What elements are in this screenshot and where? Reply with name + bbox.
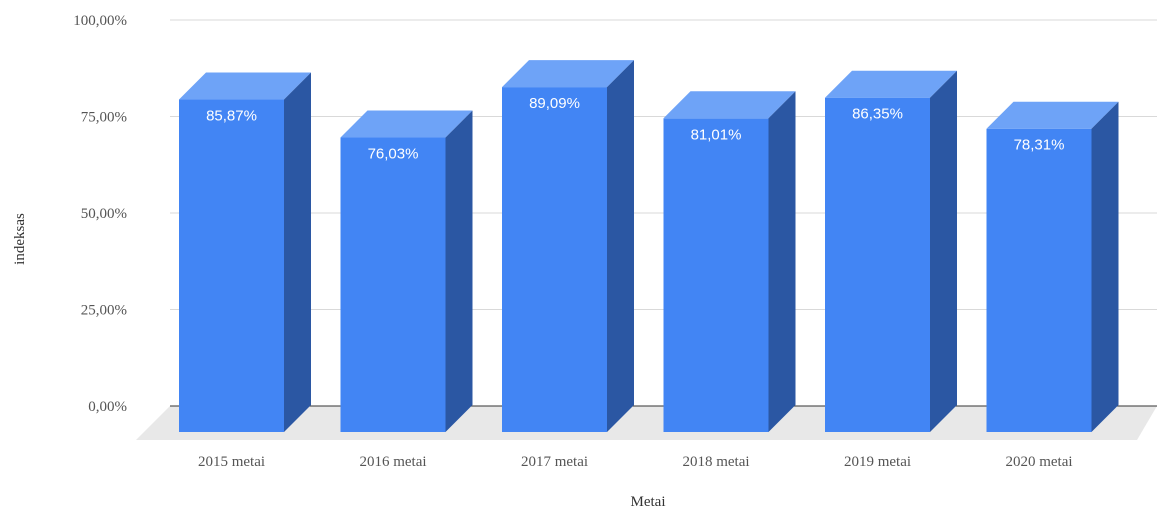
x-axis-tick-labels: 2015 metai 2016 metai 2017 metai 2018 metai… (198, 454, 1073, 470)
bar-series: 85,87% 76,03% 89,09% 81,01% 86,35% 78,31% (179, 60, 1119, 433)
y-axis-title: indeksas (12, 213, 28, 265)
bar: 89,09% (502, 60, 634, 432)
data-label: 85,87% (206, 108, 257, 125)
bar: 78,31% (986, 101, 1119, 433)
bar-side (1091, 101, 1119, 433)
x-tick-label: 2017 metai (521, 454, 588, 470)
x-tick-label: 2016 metai (359, 454, 426, 470)
data-label: 76,03% (368, 146, 419, 163)
bar-side (607, 60, 634, 432)
y-tick-label: 0,00% (88, 399, 127, 415)
bar-side (930, 70, 957, 433)
bar-top (340, 110, 473, 138)
y-axis-ticks: 0,00% 25,00% 50,00% 75,00% 100,00% (73, 13, 127, 415)
x-axis-title: Metai (631, 494, 666, 510)
bar-front (179, 99, 284, 432)
data-label: 86,35% (852, 106, 903, 123)
data-label: 78,31% (1014, 137, 1065, 154)
x-tick-label: 2020 metai (1005, 454, 1072, 470)
bar-side (284, 72, 311, 432)
y-tick-label: 25,00% (81, 303, 127, 319)
bar-top (502, 60, 634, 88)
bar-top (179, 72, 311, 100)
bar-side (445, 110, 473, 432)
bar-side (768, 91, 796, 433)
x-tick-label: 2018 metai (682, 454, 749, 470)
bar-front (340, 137, 446, 432)
y-tick-label: 100,00% (73, 13, 127, 29)
bar-front (825, 97, 930, 433)
bar-top (663, 91, 796, 119)
bar-front (663, 118, 769, 433)
bar: 81,01% (663, 91, 796, 433)
x-tick-label: 2015 metai (198, 454, 265, 470)
data-label: 89,09% (529, 95, 580, 112)
bar-top (986, 101, 1119, 129)
x-tick-label: 2019 metai (844, 454, 911, 470)
bar-front (986, 128, 1092, 433)
y-tick-label: 50,00% (81, 206, 127, 222)
bar: 85,87% (179, 72, 311, 432)
bar: 76,03% (340, 110, 473, 432)
bar: 86,35% (825, 70, 957, 433)
bar-front (502, 87, 607, 432)
bar-top (825, 70, 957, 98)
data-label: 81,01% (691, 126, 742, 143)
y-tick-label: 75,00% (81, 110, 127, 126)
